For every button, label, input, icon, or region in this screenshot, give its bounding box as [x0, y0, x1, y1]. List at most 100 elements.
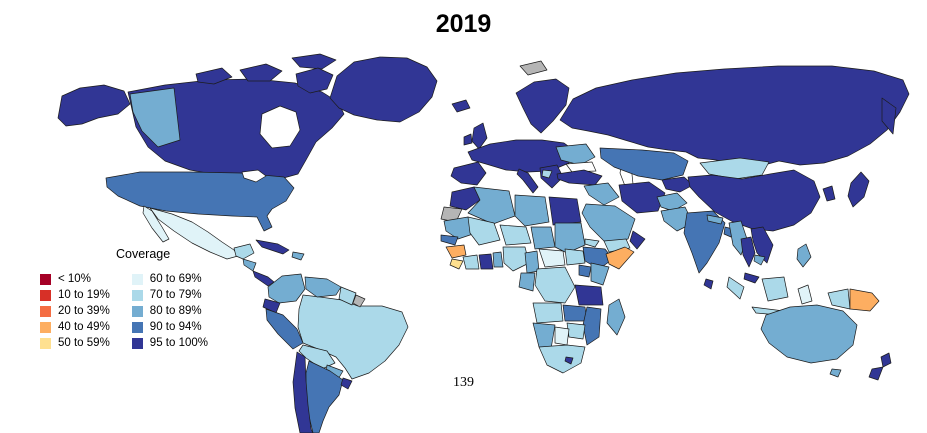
- region-west-papua: [827, 288, 851, 310]
- region-gabon-congo: [518, 272, 536, 292]
- legend-column-low: < 10% 10 to 19% 20 to 39% 40 to 49% 50 t…: [40, 273, 110, 349]
- region-hispaniola: [291, 251, 305, 261]
- region-mauritania: [443, 216, 477, 240]
- region-thailand: [740, 236, 756, 268]
- map-legend: Coverage < 10% 10 to 19% 20 to 39% 40 to…: [40, 247, 208, 349]
- region-japan: [847, 171, 870, 208]
- region-western-europe: [467, 139, 576, 173]
- region-new-zealand-north: [880, 352, 892, 368]
- region-tanzania: [574, 284, 604, 306]
- region-uruguay: [340, 377, 353, 390]
- legend-swatch: [40, 305, 51, 317]
- legend-label: 20 to 39%: [58, 305, 110, 317]
- region-libya: [514, 194, 550, 227]
- region-saudi-arabia: [581, 203, 636, 244]
- region-nepal: [706, 214, 724, 225]
- legend-item: 50 to 59%: [40, 337, 110, 349]
- region-uganda: [578, 264, 592, 278]
- region-botswana: [554, 326, 570, 346]
- region-senegal: [440, 234, 459, 246]
- legend-item: 70 to 79%: [131, 289, 208, 301]
- region-nigeria: [502, 246, 530, 272]
- legend-item: 90 to 94%: [131, 321, 208, 333]
- region-cambodia: [753, 254, 766, 266]
- region-chile: [292, 351, 314, 433]
- legend-label: 90 to 94%: [149, 321, 202, 333]
- region-western-canada: [129, 87, 181, 148]
- region-baja-california: [142, 205, 170, 243]
- region-lesotho: [564, 356, 574, 365]
- region-ethiopia: [582, 246, 614, 270]
- region-liberia: [449, 258, 464, 270]
- legend-swatch: [40, 273, 51, 285]
- region-guinea: [445, 244, 467, 259]
- region-alaska: [57, 84, 131, 127]
- region-sulawesi: [797, 284, 813, 305]
- region-malaysia: [743, 272, 760, 284]
- region-sri-lanka: [703, 278, 714, 290]
- legend-item: < 10%: [40, 273, 110, 285]
- region-mali: [467, 216, 501, 246]
- region-mozambique: [582, 306, 602, 346]
- region-guatemala: [233, 243, 255, 260]
- figure-title: 2019: [435, 10, 492, 38]
- region-iran: [618, 181, 666, 214]
- region-greenland: [329, 56, 438, 123]
- region-egypt: [548, 196, 582, 226]
- region-afghanistan: [656, 192, 688, 212]
- region-peru: [265, 308, 304, 350]
- region-iberia: [450, 161, 487, 186]
- legend-item: 60 to 69%: [131, 273, 208, 285]
- region-vietnam-laos: [750, 226, 774, 264]
- region-costa-rica-panama: [252, 270, 275, 287]
- region-cuba: [255, 239, 290, 255]
- region-madagascar: [606, 298, 626, 336]
- region-zimbabwe: [566, 322, 586, 340]
- legend-item: 10 to 19%: [40, 289, 110, 301]
- region-namibia: [532, 322, 556, 350]
- region-borneo: [761, 276, 789, 302]
- page-number: 139: [453, 375, 474, 390]
- region-morocco: [449, 186, 481, 211]
- region-honduras-nicaragua: [242, 258, 257, 272]
- region-ireland: [463, 133, 473, 146]
- region-papua-new-guinea: [849, 288, 880, 312]
- legend-swatch: [131, 273, 143, 285]
- legend-item: 95 to 100%: [131, 337, 208, 349]
- region-arctic-islands: [295, 67, 334, 94]
- region-scandinavia: [515, 78, 570, 134]
- legend-label: 10 to 19%: [58, 289, 110, 301]
- legend-swatch: [40, 289, 51, 301]
- region-ghana: [478, 253, 494, 270]
- legend-swatch: [131, 321, 143, 333]
- legend-label: 50 to 59%: [58, 337, 110, 349]
- legend-label: 95 to 100%: [149, 337, 208, 349]
- region-angola: [532, 302, 564, 324]
- region-ukraine: [555, 143, 596, 166]
- region-korea: [822, 185, 836, 202]
- hudson-bay: [259, 105, 301, 149]
- region-uk: [471, 122, 488, 150]
- region-colombia: [267, 273, 306, 304]
- region-arctic-islands: [195, 67, 233, 85]
- region-kenya: [590, 262, 610, 286]
- region-south-sudan: [564, 248, 586, 266]
- legend-label: 40 to 49%: [58, 321, 110, 333]
- region-arctic-islands: [239, 63, 283, 82]
- region-niger: [499, 224, 532, 246]
- region-china: [687, 169, 821, 232]
- region-south-africa: [538, 344, 586, 374]
- region-central-asia: [661, 176, 694, 193]
- region-new-zealand-south: [868, 366, 884, 381]
- region-kazakhstan: [599, 147, 689, 181]
- legend-swatch: [40, 337, 51, 349]
- region-mongolia: [699, 157, 770, 180]
- region-arctic-islands: [291, 53, 337, 70]
- region-dr-congo: [534, 266, 576, 304]
- legend-swatch: [40, 321, 51, 333]
- region-togo-benin: [492, 251, 504, 268]
- region-svalbard: [519, 60, 548, 76]
- legend-swatch: [131, 305, 143, 317]
